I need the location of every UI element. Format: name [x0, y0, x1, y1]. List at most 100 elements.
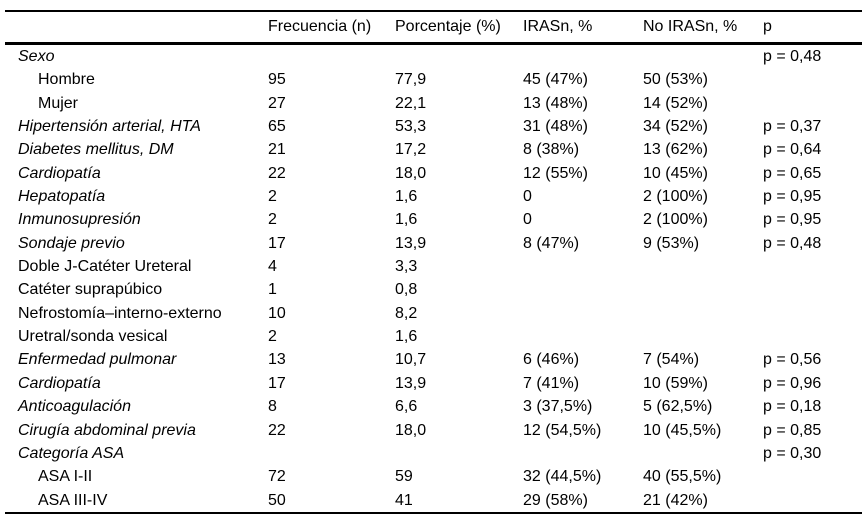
cell-p [763, 255, 862, 278]
cell-no-irasn: 50 (53%) [643, 71, 708, 89]
cell-frecuencia [268, 442, 395, 465]
cell-frecuencia: 2 [268, 211, 277, 229]
row-label: Anticoagulación [18, 398, 131, 416]
cell-porcentaje: 13,9 [395, 234, 427, 252]
cell-no-irasn: 40 (55,5%) [643, 468, 722, 486]
table-row: Inmunosupresión 2 1,6 0 2 (100%) p = 0,95 [5, 208, 862, 231]
cell-p: p = 0,65 [763, 164, 822, 182]
cell-irasn: 13 (48%) [523, 94, 588, 112]
cell-frecuencia: 1 [268, 281, 277, 299]
cell-frecuencia: 21 [268, 141, 286, 159]
cell-no-irasn: 14 (52%) [643, 94, 708, 112]
header-cell-irasn: IRASn, % [523, 18, 593, 35]
row-label: Uretral/sonda vesical [18, 328, 168, 346]
cell-no-irasn: 10 (45,5%) [643, 421, 722, 439]
row-label: Enfermedad pulmonar [18, 351, 177, 369]
cell-porcentaje: 18,0 [395, 164, 427, 182]
cell-irasn: 29 (58%) [523, 491, 588, 509]
cell-no-irasn [643, 278, 763, 301]
cell-irasn: 32 (44,5%) [523, 468, 602, 486]
comorbidity-table: Frecuencia (n) Porcentaje (%) IRASn, % N… [5, 10, 862, 514]
cell-p: p = 0,85 [763, 421, 822, 439]
table-row: Diabetes mellitus, DM 21 17,2 8 (38%) 13 (62… [5, 138, 862, 161]
cell-p: p = 0,95 [763, 211, 822, 229]
row-label: Nefrostomía–interno-externo [18, 304, 222, 322]
cell-p [763, 302, 862, 325]
cell-p: p = 0,48 [763, 48, 822, 65]
header-row: Frecuencia (n) Porcentaje (%) IRASn, % N… [5, 11, 862, 44]
cell-irasn [523, 302, 643, 325]
table-row: Cirugía abdominal previa 22 18,0 12 (54,5%)… [5, 419, 862, 442]
cell-porcentaje: 1,6 [395, 328, 418, 346]
cell-p: p = 0,56 [763, 351, 822, 369]
row-label: Hipertensión arterial, HTA [18, 118, 201, 136]
cell-frecuencia: 8 [268, 398, 277, 416]
table-header: Frecuencia (n) Porcentaje (%) IRASn, % N… [5, 11, 862, 44]
row-label: Diabetes mellitus, DM [18, 141, 174, 159]
cell-no-irasn: 10 (59%) [643, 374, 708, 392]
cell-porcentaje [395, 44, 523, 69]
cell-porcentaje [395, 442, 523, 465]
table-row: Enfermedad pulmonar 13 10,7 6 (46%) 7 (54%) p… [5, 348, 862, 371]
cell-irasn: 7 (41%) [523, 374, 580, 392]
cell-irasn [523, 325, 643, 348]
table-row: Sondaje previo 17 13,9 8 (47%) 9 (53%) p = 0,… [5, 232, 862, 255]
row-label: ASA III-IV [38, 491, 108, 509]
cell-frecuencia: 17 [268, 234, 286, 252]
table-row: Mujer 27 22,1 13 (48%) 14 (52%) [5, 92, 862, 115]
cell-porcentaje: 17,2 [395, 141, 427, 159]
row-label: Doble J-Catéter Ureteral [18, 258, 192, 276]
cell-frecuencia: 17 [268, 374, 286, 392]
cell-no-irasn: 2 (100%) [643, 188, 708, 206]
cell-porcentaje: 6,6 [395, 398, 418, 416]
cell-porcentaje: 1,6 [395, 211, 418, 229]
cell-p [763, 92, 862, 115]
cell-irasn: 0 [523, 211, 532, 229]
cell-irasn: 12 (55%) [523, 164, 588, 182]
cell-frecuencia: 27 [268, 94, 286, 112]
cell-irasn: 6 (46%) [523, 351, 580, 369]
header-cell-p: p [763, 18, 772, 35]
row-label: Hombre [38, 71, 95, 89]
cell-irasn [523, 255, 643, 278]
row-label: Sondaje previo [18, 234, 125, 252]
cell-frecuencia: 2 [268, 328, 277, 346]
cell-p: p = 0,95 [763, 188, 822, 206]
cell-irasn: 3 (37,5%) [523, 398, 593, 416]
header-cell-no-irasn: No IRASn, % [643, 18, 738, 35]
row-label: Categoría ASA [18, 444, 125, 462]
cell-no-irasn [643, 255, 763, 278]
cell-frecuencia: 50 [268, 491, 286, 509]
cell-frecuencia: 2 [268, 188, 277, 206]
cell-no-irasn: 13 (62%) [643, 141, 708, 159]
cell-porcentaje: 8,2 [395, 304, 418, 322]
cell-frecuencia: 13 [268, 351, 286, 369]
row-label: Cirugía abdominal previa [18, 421, 196, 439]
cell-p: p = 0,64 [763, 141, 822, 159]
cell-no-irasn [643, 302, 763, 325]
cell-irasn: 0 [523, 188, 532, 206]
cell-porcentaje: 22,1 [395, 94, 427, 112]
cell-irasn: 8 (38%) [523, 141, 580, 159]
cell-porcentaje: 59 [395, 468, 413, 486]
cell-frecuencia: 22 [268, 421, 286, 439]
cell-porcentaje: 18,0 [395, 421, 427, 439]
cell-no-irasn [643, 44, 763, 69]
cell-p [763, 465, 862, 488]
table-row: ASA I-II 72 59 32 (44,5%) 40 (55,5%) [5, 465, 862, 488]
comorbidity-table-container: Frecuencia (n) Porcentaje (%) IRASn, % N… [5, 10, 862, 514]
table-row: ASA III-IV 50 41 29 (58%) 21 (42%) [5, 489, 862, 513]
cell-no-irasn: 34 (52%) [643, 118, 708, 136]
cell-no-irasn: 10 (45%) [643, 164, 708, 182]
table-body: Sexo p = 0,48 Hombre 95 77,9 45 (47%) 50 (53%)… [5, 44, 862, 513]
cell-frecuencia: 65 [268, 118, 286, 136]
row-label: Cardiopatía [18, 164, 101, 182]
table-row: Doble J-Catéter Ureteral 4 3,3 [5, 255, 862, 278]
cell-frecuencia: 72 [268, 468, 286, 486]
table-row: Uretral/sonda vesical 2 1,6 [5, 325, 862, 348]
cell-p [763, 278, 862, 301]
row-label: Sexo [18, 48, 55, 65]
cell-irasn: 45 (47%) [523, 71, 588, 89]
cell-porcentaje: 1,6 [395, 188, 418, 206]
cell-p [763, 325, 862, 348]
